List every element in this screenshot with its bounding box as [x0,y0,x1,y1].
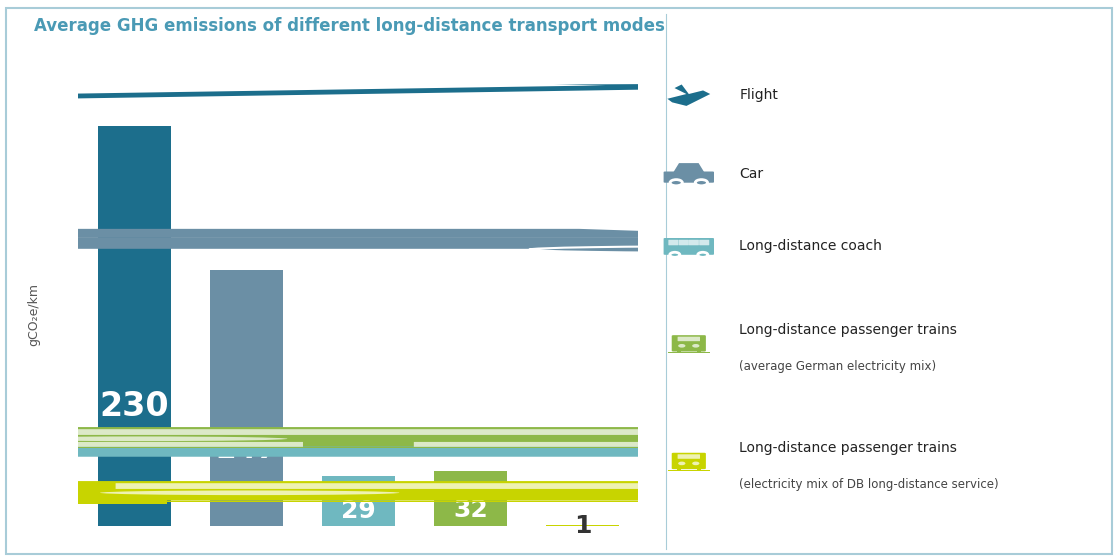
Polygon shape [673,163,704,172]
Text: Car: Car [739,167,764,180]
Circle shape [692,461,699,465]
FancyBboxPatch shape [0,237,1120,249]
Text: Long-distance passenger trains: Long-distance passenger trains [739,441,958,455]
Bar [668,352,710,353]
Text: Long-distance coach: Long-distance coach [739,240,883,253]
FancyBboxPatch shape [672,335,706,352]
Circle shape [754,455,1093,460]
Text: gCO₂e/km: gCO₂e/km [27,283,40,346]
FancyBboxPatch shape [663,238,715,255]
Circle shape [678,461,685,465]
FancyBboxPatch shape [679,240,689,245]
FancyBboxPatch shape [18,442,304,447]
Bar [0,446,55,450]
Bar [886,446,1053,450]
Bar [0,500,167,504]
Bar [697,468,701,470]
Text: 32: 32 [452,498,488,522]
Polygon shape [0,229,829,237]
FancyBboxPatch shape [689,240,699,245]
FancyBboxPatch shape [663,171,715,183]
FancyArrow shape [0,82,942,105]
FancyBboxPatch shape [0,427,1120,447]
Circle shape [670,180,682,186]
FancyArrow shape [0,447,1120,449]
FancyBboxPatch shape [810,442,1094,447]
Text: Flight: Flight [739,88,778,102]
Bar [998,500,1120,504]
FancyBboxPatch shape [669,240,679,245]
Bar [547,525,619,526]
Polygon shape [668,85,710,106]
FancyBboxPatch shape [3,429,937,435]
Text: 230: 230 [100,390,169,423]
Bar [323,476,395,526]
FancyBboxPatch shape [0,440,1120,457]
Text: 29: 29 [340,500,376,523]
Circle shape [678,344,685,348]
Circle shape [0,436,288,441]
Circle shape [670,252,680,257]
Circle shape [653,436,953,441]
FancyBboxPatch shape [413,442,699,447]
Bar [676,468,681,470]
FancyBboxPatch shape [115,483,1049,489]
Text: (average German electricity mix): (average German electricity mix) [739,360,936,374]
Circle shape [100,491,400,495]
Circle shape [698,252,708,257]
Bar [211,270,283,526]
Circle shape [692,344,699,348]
Text: (electricity mix of DB long-distance service): (electricity mix of DB long-distance ser… [739,478,999,491]
Text: Average GHG emissions of different long-distance transport modes: Average GHG emissions of different long-… [34,17,664,35]
Circle shape [696,180,708,186]
FancyBboxPatch shape [672,452,706,469]
FancyBboxPatch shape [678,454,700,459]
Bar [99,125,171,526]
FancyArrow shape [0,501,1120,502]
Text: 147: 147 [215,435,278,464]
FancyBboxPatch shape [699,240,709,245]
Bar [435,470,507,526]
FancyBboxPatch shape [678,337,700,341]
Polygon shape [0,95,226,105]
Bar [697,351,701,353]
Bar [676,351,681,353]
Text: 1: 1 [573,514,591,538]
Circle shape [765,491,1065,495]
Circle shape [529,246,962,253]
Text: Long-distance passenger trains: Long-distance passenger trains [739,323,958,337]
FancyBboxPatch shape [0,481,1120,501]
